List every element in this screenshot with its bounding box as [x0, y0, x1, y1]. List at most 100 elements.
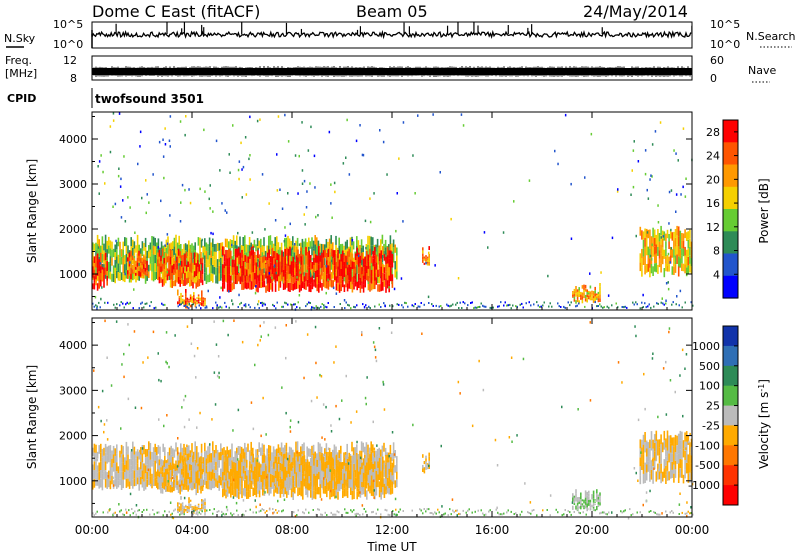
power-sparse-point [162, 155, 165, 158]
power-echo-cell [234, 257, 237, 267]
power-echo-cell [380, 266, 382, 275]
velocity-echo-cell [241, 469, 243, 477]
velocity-echo-cell [396, 463, 398, 472]
power-echo-cell [143, 259, 145, 265]
power-echo-cell [170, 242, 172, 250]
power-echo-cell [673, 231, 675, 241]
velocity-echo-cell [157, 462, 159, 470]
power-echo-cell [276, 267, 278, 275]
power-echo-cell [578, 293, 580, 297]
power-echo-cell [289, 246, 291, 256]
power-echo-cell [208, 255, 211, 265]
power-near-range-point [146, 302, 148, 305]
power-echo-cell [356, 274, 358, 284]
velocity-echo-cell [345, 454, 347, 463]
velocity-echo-cell [108, 470, 110, 479]
power-near-range-point [411, 304, 413, 307]
power-echo-cell [178, 296, 181, 298]
velocity-echo-cell [160, 467, 162, 474]
power-echo-cell [297, 257, 299, 266]
power-echo-cell [130, 237, 132, 247]
power-echo-cell [674, 237, 677, 247]
power-echo-cell [148, 245, 150, 252]
velocity-echo-cell [684, 441, 686, 451]
power-echo-cell [381, 253, 384, 263]
velocity-near-range-point [162, 514, 164, 517]
velocity-echo-cell [112, 445, 115, 455]
velocity-echo-cell [122, 479, 124, 489]
power-echo-cell [180, 261, 182, 270]
velocity-echo-cell [268, 480, 270, 488]
power-echo-cell [221, 256, 224, 264]
power-echo-cell [584, 288, 587, 292]
velocity-sparse-point [232, 496, 235, 499]
power-near-range-point [515, 305, 517, 308]
power-echo-cell [181, 300, 184, 303]
power-echo-cell [100, 252, 102, 260]
noise-panel: N.Sky 10^5 10^0 10^5 10^0 N.Search [4, 18, 796, 51]
power-sparse-point [115, 239, 117, 243]
velocity-sparse-point [165, 331, 168, 334]
velocity-echo-cell [104, 452, 107, 462]
velocity-echo-cell [185, 484, 188, 490]
velocity-echo-cell [303, 467, 305, 477]
velocity-sparse-point [263, 321, 265, 324]
power-echo-cell [290, 275, 293, 283]
power-echo-cell [239, 276, 242, 285]
velocity-sparse-point [123, 352, 125, 356]
power-echo-cell [681, 233, 683, 241]
velocity-echo-cell [298, 479, 301, 488]
power-echo-cell [639, 262, 642, 272]
velocity-echo-cell [223, 455, 225, 465]
velocity-echo-cell [116, 462, 118, 472]
power-echo-cell [212, 256, 214, 265]
velocity-echo-cell [252, 487, 254, 497]
velocity-echo-cell [215, 453, 217, 462]
velocity-echo-cell [130, 451, 132, 459]
power-echo-cell [358, 266, 360, 274]
power-echo-cell [422, 256, 424, 260]
power-near-range-point [648, 303, 650, 306]
velocity-echo-cell [180, 503, 182, 508]
velocity-sparse-point [645, 491, 648, 494]
velocity-echo-cell [98, 445, 100, 454]
velocity-echo-cell [119, 471, 121, 479]
power-echo-cell [287, 282, 290, 292]
velocity-echo-cell [258, 483, 261, 491]
power-echo-cell [337, 274, 339, 283]
velocity-echo-cell [385, 454, 387, 463]
power-echo-cell [332, 257, 334, 266]
power-echo-cell [112, 248, 115, 258]
power-near-range-point [374, 305, 376, 308]
velocity-sparse-point [335, 345, 337, 348]
power-near-range-point [153, 307, 155, 310]
power-echo-cell [154, 263, 156, 272]
velocity-echo-cell [378, 457, 381, 466]
power-echo-cell [330, 235, 332, 244]
power-echo-cell [324, 258, 326, 265]
velocity-echo-cell [390, 487, 392, 495]
power-echo-cell [300, 247, 302, 257]
power-near-range-point [435, 304, 437, 307]
power-echo-cell [295, 263, 298, 273]
power-sparse-point [632, 185, 635, 189]
power-echo-cell [157, 266, 159, 274]
power-echo-cell [375, 262, 378, 270]
velocity-echo-cell [663, 430, 666, 441]
power-near-range-point [576, 304, 578, 307]
power-echo-cell [380, 250, 382, 259]
velocity-echo-cell [350, 487, 352, 495]
power-echo-cell [192, 252, 195, 259]
velocity-echo-cell [356, 475, 358, 484]
velocity-echo-cell [127, 478, 129, 487]
power-near-range-point [126, 301, 128, 304]
velocity-echo-cell [140, 447, 142, 455]
velocity-sparse-point [482, 388, 485, 392]
velocity-echo-cell [176, 455, 179, 465]
velocity-echo-cell [205, 473, 208, 481]
power-echo-cell [194, 242, 196, 250]
power-echo-cell [103, 274, 105, 281]
velocity-echo-cell [197, 508, 200, 510]
power-echo-cell [152, 263, 155, 273]
power-echo-cell [375, 254, 378, 263]
